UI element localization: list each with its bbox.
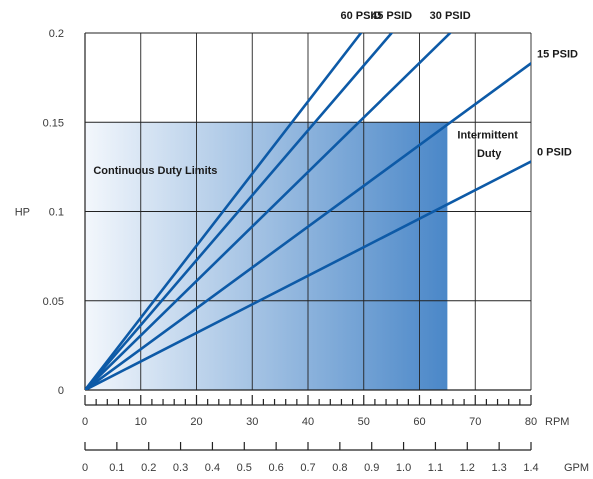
gpm-tick-label: 1.4 xyxy=(523,462,538,474)
gpm-tick-label: 1.2 xyxy=(460,462,475,474)
y-tick-label: 0.15 xyxy=(43,117,64,129)
intermittent-label-line-2: Duty xyxy=(477,148,502,160)
axes xyxy=(84,33,532,451)
rpm-tick-label: 20 xyxy=(190,416,202,428)
grid xyxy=(85,32,532,390)
series-label: 45 PSID xyxy=(371,10,412,22)
series-line-60-psid xyxy=(85,33,363,390)
rpm-tick-label: 80 xyxy=(525,416,537,428)
series-label: 15 PSID xyxy=(537,48,578,60)
gpm-tick-label: 0.1 xyxy=(109,462,124,474)
gpm-axis-unit: GPM xyxy=(564,462,589,474)
gpm-tick-label: 0.4 xyxy=(205,462,220,474)
rpm-tick-label: 0 xyxy=(82,416,88,428)
rpm-tick-label: 50 xyxy=(358,416,370,428)
series-lines xyxy=(85,33,531,390)
series-line-0-psid xyxy=(85,160,531,390)
y-tick-label: 0.1 xyxy=(49,207,64,219)
series-line-30-psid xyxy=(85,33,452,390)
gpm-tick-label: 1.1 xyxy=(428,462,443,474)
y-tick-label: 0.05 xyxy=(43,296,64,308)
rpm-tick-label: 70 xyxy=(469,416,481,428)
rpm-tick-label: 40 xyxy=(302,416,314,428)
gpm-tick-label: 0.8 xyxy=(332,462,347,474)
tick-labels: 0 0.05 0.1 0.15 0.2 0 10 20 30 40 50 60 70 80 0 0.1 0.2 0… xyxy=(43,28,539,474)
gpm-tick-label: 0.6 xyxy=(268,462,283,474)
series-line-45-psid xyxy=(85,33,393,390)
intermittent-duty-label: Intermittent Duty xyxy=(457,129,521,160)
gpm-tick-label: 1.0 xyxy=(396,462,411,474)
gpm-tick-label: 1.3 xyxy=(491,462,506,474)
rpm-tick-label: 60 xyxy=(413,416,425,428)
gpm-tick-label: 0.2 xyxy=(141,462,156,474)
gpm-tick-label: 0.7 xyxy=(300,462,315,474)
series-label: 30 PSID xyxy=(430,10,471,22)
y-tick-label: 0.2 xyxy=(49,28,64,40)
gpm-tick-label: 0.5 xyxy=(237,462,252,474)
series-label: 0 PSID xyxy=(537,147,572,159)
continuous-duty-label: Continuous Duty Limits xyxy=(93,165,217,177)
series-line-15-psid xyxy=(85,62,531,390)
rpm-axis-unit: RPM xyxy=(545,416,569,428)
intermittent-label-line-1: Intermittent xyxy=(457,129,518,141)
series-label: 60 PSID xyxy=(340,10,381,22)
gpm-tick-label: 0 xyxy=(82,462,88,474)
y-tick-label: 0 xyxy=(58,385,64,397)
rpm-tick-label: 30 xyxy=(246,416,258,428)
rpm-tick-label: 10 xyxy=(135,416,147,428)
gpm-tick-label: 0.9 xyxy=(364,462,379,474)
gpm-tick-label: 0.3 xyxy=(173,462,188,474)
y-axis-label: HP xyxy=(15,207,30,219)
